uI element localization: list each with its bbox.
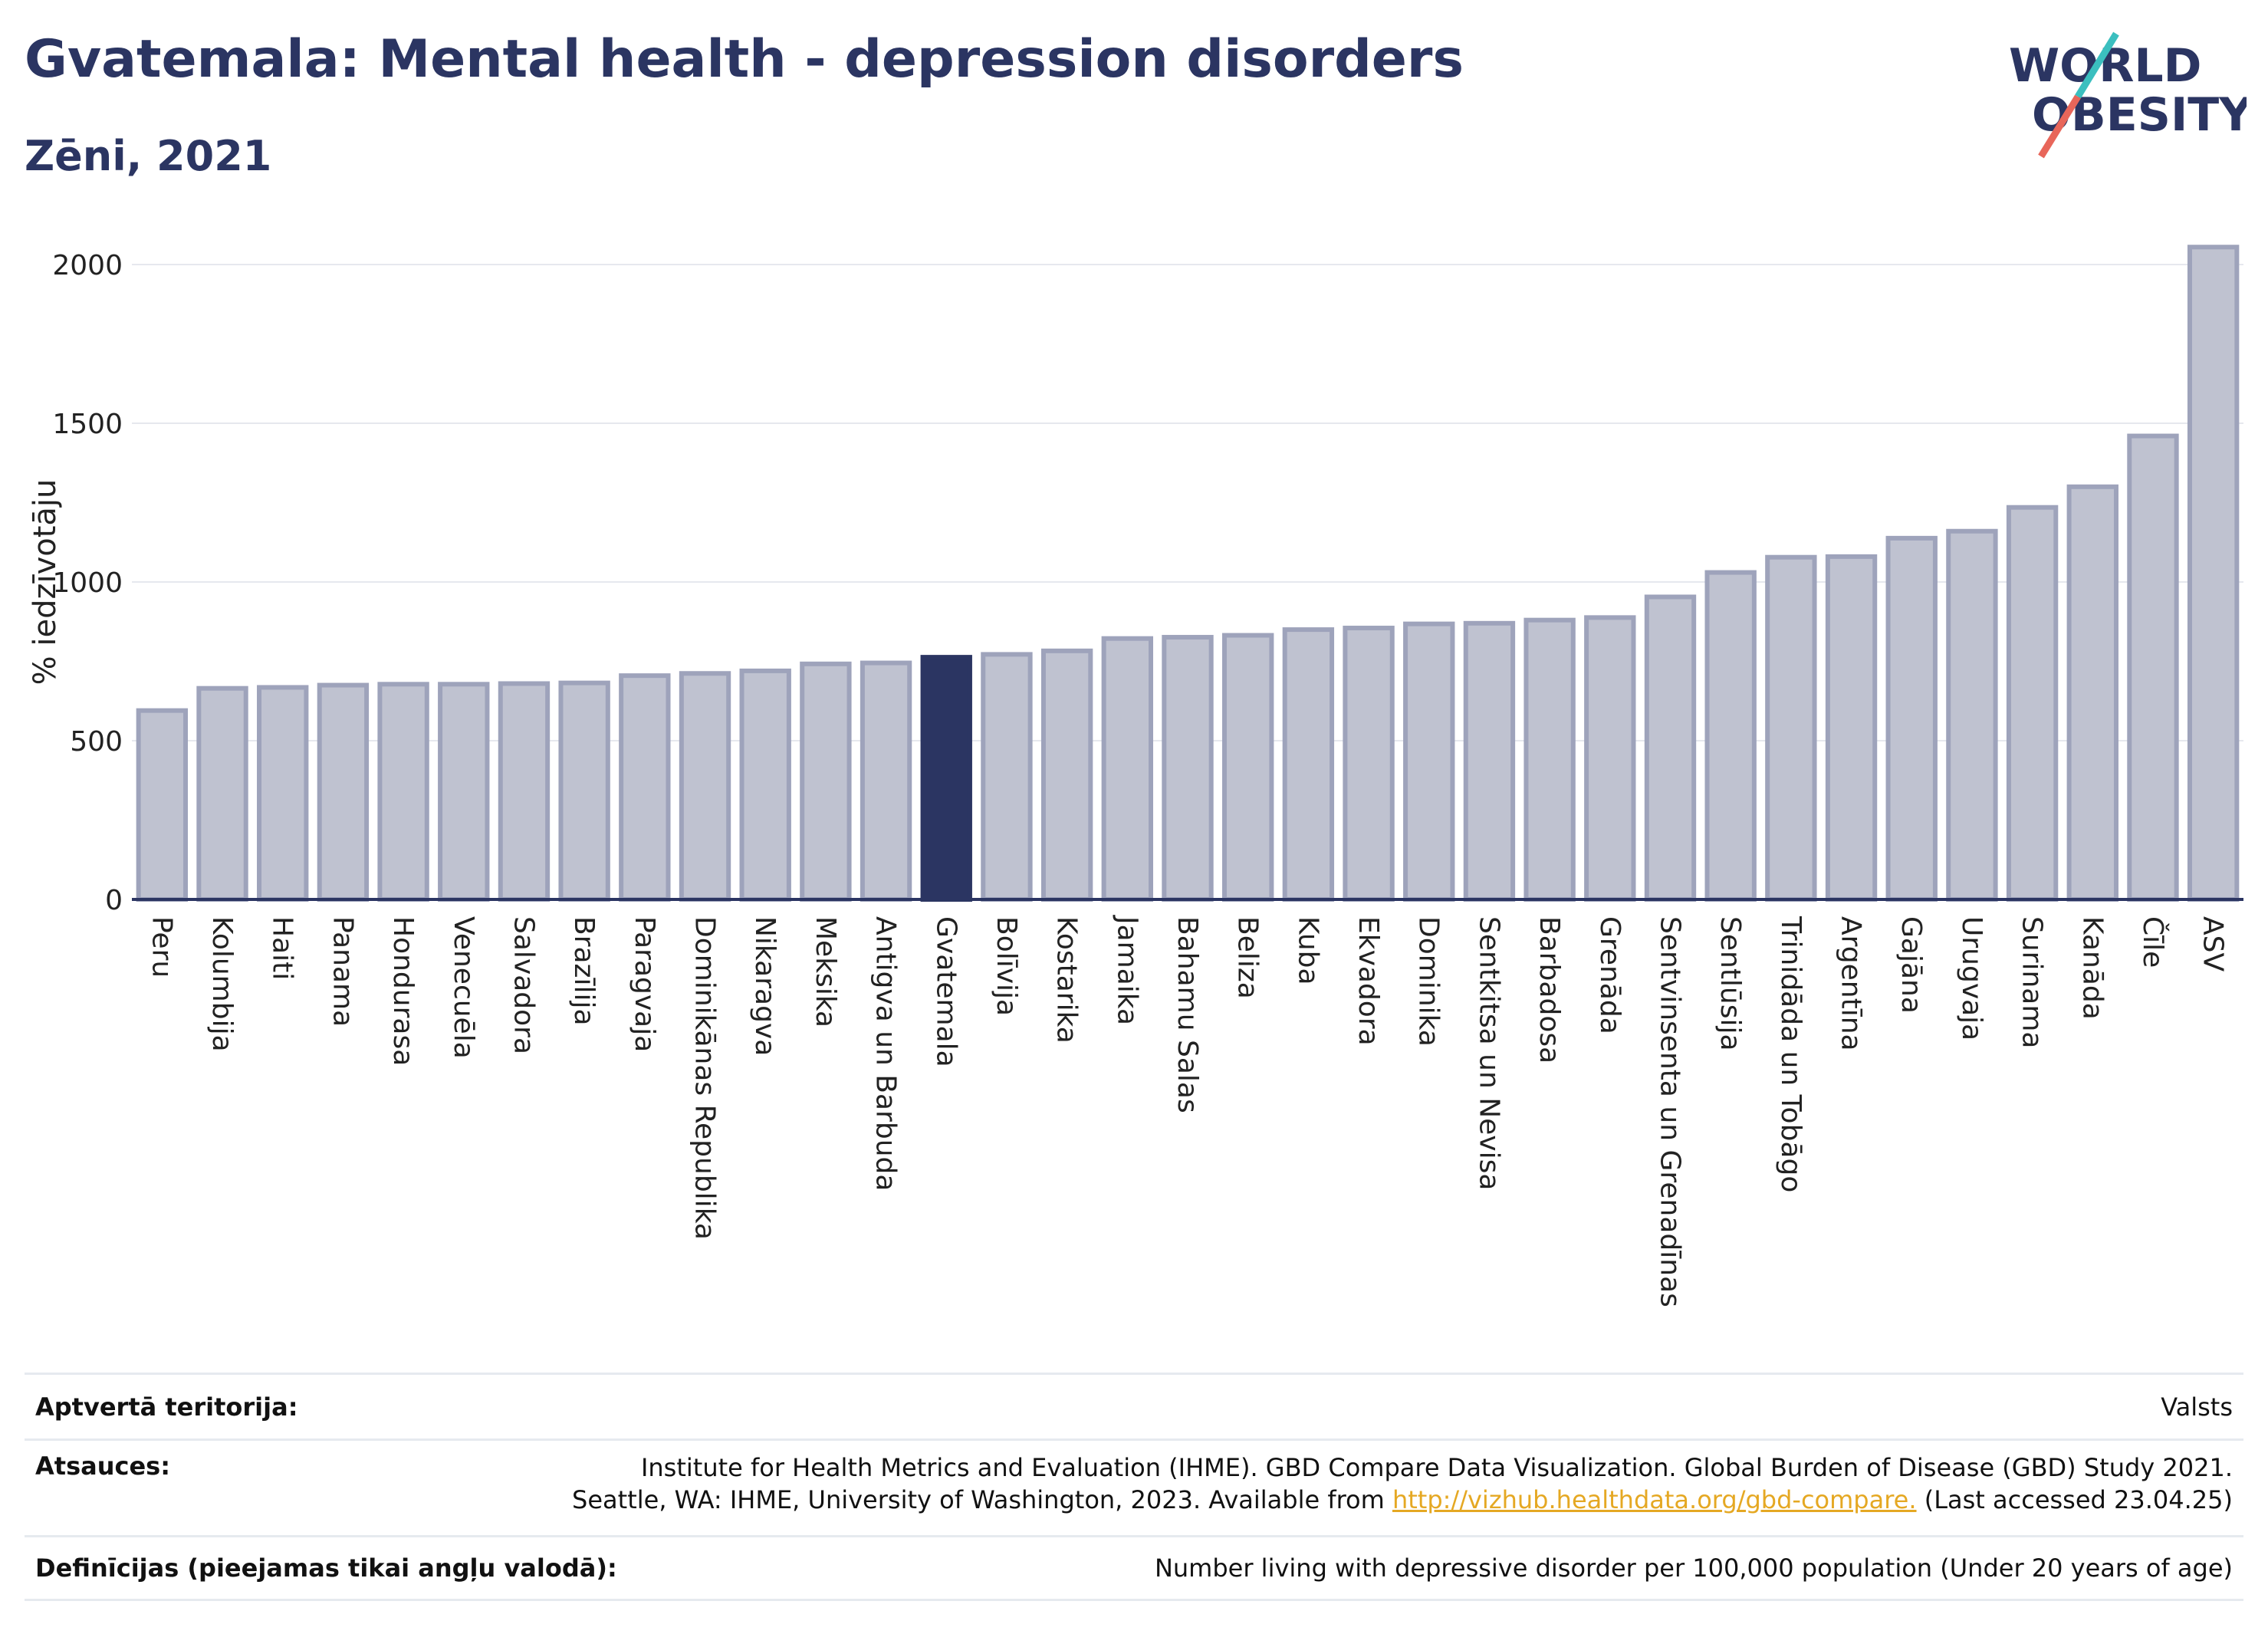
bar [257,685,309,902]
world-obesity-logo: WORLD OBESITY [2009,31,2247,159]
bar [679,671,731,902]
x-tick-label: Nikaragva [749,916,781,1056]
logo-slash-red [2038,94,2081,159]
bar-chart: 0 500 1000 1500 2000 % iedzīvotāju Peru Kolumbi… [28,245,2243,1307]
x-tick-label: Bahamu Salas [1172,916,1203,1113]
x-tick-label: Surinama [2017,916,2048,1048]
bar [800,661,852,902]
x-tick-label: Grenāda [1594,916,1625,1034]
x-tick-label: ASV [2197,916,2229,972]
x-tick-label: Antigva un Barbuda [870,916,902,1191]
bar [2127,433,2179,902]
x-tick-label: Brazīlija [568,916,600,1026]
x-tick-label: Kolumbija [206,916,238,1052]
x-tick-label: Sentlūsija [1714,916,1746,1051]
x-tick-label: Gajāna [1895,916,1927,1014]
bar [860,660,912,902]
x-tick-label: Gvatemala [930,916,961,1067]
bar [1162,635,1214,902]
reference-accessed: (Last accessed 23.04.25) [1924,1485,2233,1514]
x-tick-label: Beliza [1232,916,1264,999]
x-tick-label: Peru [146,916,177,978]
x-tick-label: Haiti [267,916,298,980]
x-tick-label: Salvadora [508,916,539,1054]
bar [1644,594,1697,902]
x-tick-label: Bolīvija [991,916,1022,1016]
bar [920,655,972,902]
chart-subtitle: Zēni, 2021 [25,132,272,180]
meta-label-references: Atsauces: [35,1452,170,1481]
bar [1765,554,1817,902]
x-tick-label: Argentīna [1836,916,1867,1051]
x-tick-label: Paragvaja [629,916,660,1052]
bar [1343,626,1395,902]
x-tick-label: Kostarika [1051,916,1083,1044]
x-tick-label: Barbadosa [1533,916,1565,1064]
bar [438,682,490,902]
meta-label-territory: Aptvertā teritorija: [35,1392,298,1422]
bar [196,685,248,902]
x-tick-label: Dominikānas Republika [689,916,721,1240]
x-tick-label: Ekvadora [1353,916,1384,1046]
bar [739,668,791,902]
bar [377,682,429,902]
bar [317,682,370,902]
bar [1101,636,1154,902]
bar [1825,554,1878,902]
y-axis-label: % iedzīvotāju [28,479,63,685]
bar [136,708,189,902]
bar [1403,621,1455,902]
x-tick-label: Jamaika [1111,915,1142,1025]
bar [1946,528,1998,902]
bar [1885,535,1938,902]
x-tick-label: Sentvinsenta un Grenadīnas [1654,916,1685,1307]
bar [1584,615,1636,902]
bar [981,652,1033,902]
bar [1463,620,1516,902]
x-tick-label: Kanāda [2076,916,2108,1020]
x-tick-label: Urugvaja [1956,916,1987,1041]
bar [1524,617,1576,902]
bar [558,680,610,902]
bar [1282,627,1335,902]
metadata-table: Aptvertā teritorija: Valsts Atsauces: In… [25,1373,2243,1601]
meta-value-references: Institute for Health Metrics and Evaluat… [572,1452,2233,1516]
bar [1704,570,1757,902]
y-tick-label: 1500 [52,409,123,440]
meta-value-definitions: Number living with depressive disorder p… [1154,1553,2233,1583]
y-tick-label: 2000 [52,250,123,281]
bar [2187,245,2240,902]
bar [619,673,671,902]
bar [1040,648,1093,902]
x-tick-label: Hondurasa [387,916,419,1066]
reference-line-1: Institute for Health Metrics and Evaluat… [640,1453,2233,1482]
bar [2006,505,2059,902]
meta-label-definitions: Definīcijas (pieejamas tikai angļu valod… [35,1553,617,1583]
x-tick-label: Čīle [2137,916,2169,968]
reference-link[interactable]: http://vizhub.healthdata.org/gbd-compare… [1392,1485,1917,1514]
x-tick-label: Meksika [810,916,841,1027]
y-tick-label: 0 [105,885,123,916]
y-tick-label: 1000 [52,567,123,599]
meta-row-territory: Aptvertā teritorija: Valsts [25,1373,2243,1438]
x-tick-label: Venecuēla [448,916,479,1059]
x-tick-label: Dominika [1413,916,1445,1047]
x-tick-label: Trinidāda un Tobāgo [1775,916,1806,1192]
logo-slash-teal [2075,31,2119,99]
bar [2066,484,2118,902]
x-tick-label: Kuba [1292,916,1323,985]
bar [1221,633,1274,902]
meta-row-definitions: Definīcijas (pieejamas tikai angļu valod… [25,1535,2243,1601]
y-tick-label: 500 [70,726,123,758]
bar [498,681,551,902]
x-tick-label: Sentkitsa un Nevisa [1473,916,1504,1190]
chart-title: Gvatemala: Mental health - depression di… [25,29,1464,90]
meta-value-territory: Valsts [2161,1392,2233,1422]
meta-row-references: Atsauces: Institute for Health Metrics a… [25,1438,2243,1535]
reference-line-2: Seattle, WA: IHME, University of Washing… [572,1485,1385,1514]
x-tick-label: Panama [327,916,358,1027]
